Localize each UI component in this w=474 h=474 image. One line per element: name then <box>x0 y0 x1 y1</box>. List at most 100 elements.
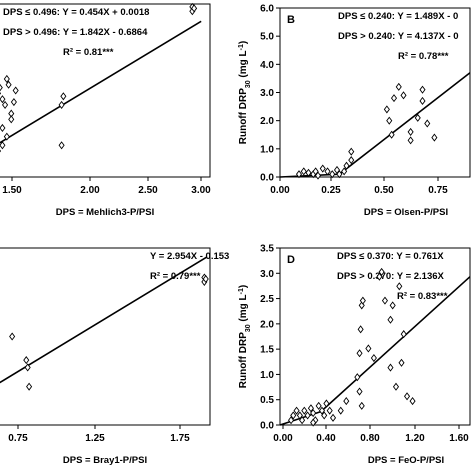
data-point <box>24 363 31 372</box>
x-tick-label: 0.25 <box>321 185 341 196</box>
r-squared-label: R² = 0.83*** <box>397 291 448 302</box>
x-axis-label: DPS = FeO-P/PSI <box>368 455 444 466</box>
data-point <box>8 115 15 124</box>
data-point <box>58 141 65 150</box>
data-point <box>392 382 400 391</box>
data-point <box>333 165 341 175</box>
data-point <box>407 136 414 145</box>
data-point <box>419 85 426 94</box>
data-point <box>386 116 393 125</box>
data-point <box>431 133 438 142</box>
data-point <box>301 406 308 415</box>
data-point <box>359 296 366 305</box>
data-point <box>191 4 198 13</box>
data-point <box>12 86 19 95</box>
x-axis-label: DPS = Bray1-P/PSI <box>63 455 147 466</box>
x-axis-label: DPS = Olsen-P/PSI <box>364 207 448 218</box>
data-point <box>307 404 314 413</box>
data-point <box>383 105 390 114</box>
data-point <box>10 97 17 107</box>
plot-frame <box>0 3 211 178</box>
data-point <box>414 113 421 122</box>
data-point <box>343 397 350 406</box>
y-tick-label: 2.0 <box>260 116 274 127</box>
data-point <box>0 95 6 104</box>
data-point <box>370 353 377 363</box>
x-tick-label: 0.40 <box>316 433 336 444</box>
data-point <box>388 130 395 139</box>
data-point <box>387 363 394 372</box>
y-tick-label: 0.0 <box>260 173 274 184</box>
data-point <box>324 167 331 176</box>
x-tick-label: 0.75 <box>8 433 28 444</box>
data-point <box>299 416 306 425</box>
regression-line <box>338 72 471 175</box>
data-point <box>314 171 322 180</box>
data-point <box>400 91 407 100</box>
data-point <box>0 123 6 133</box>
data-point <box>0 141 6 150</box>
data-point <box>3 74 10 84</box>
y-tick-label: 5.0 <box>260 32 274 43</box>
data-point <box>58 100 65 109</box>
data-point <box>329 170 336 179</box>
data-point <box>315 401 322 410</box>
data-point <box>419 96 426 105</box>
data-point <box>305 168 312 177</box>
data-point <box>288 416 295 425</box>
data-point <box>365 344 372 353</box>
regression-equation: DPS > 0.370: Y = 2.136X <box>337 271 445 282</box>
x-tick-label: 0.50 <box>374 185 394 196</box>
plot-frame <box>0 247 211 426</box>
data-point <box>295 170 303 179</box>
data-point <box>400 330 407 339</box>
data-point <box>296 411 303 420</box>
x-tick-label: 1.20 <box>405 433 425 444</box>
data-point <box>26 382 33 391</box>
data-point <box>310 408 317 418</box>
y-tick-label: 4.0 <box>260 60 274 71</box>
r-squared-label: R² = 0.81*** <box>63 47 114 58</box>
data-point <box>23 356 30 365</box>
data-point <box>407 127 414 136</box>
data-point <box>202 274 209 284</box>
y-tick-label: 3.0 <box>260 269 274 280</box>
data-point <box>321 411 328 420</box>
x-tick-label: 1.50 <box>2 185 22 196</box>
x-tick-label: 0.00 <box>270 185 290 196</box>
y-tick-label: 3.0 <box>260 88 274 99</box>
data-point <box>304 411 311 420</box>
data-point <box>341 167 348 176</box>
panel-a-mehlich3: 1.50 2.00 2.50 3.00 DPS = Mehlich3-P/PSI DPS … <box>0 2 211 218</box>
regression-equation: DPS > 0.496: Y = 1.842X - 0.6864 <box>3 27 148 38</box>
y-tick-label: 2.5 <box>260 294 274 305</box>
data-point <box>403 392 411 401</box>
x-tick-label: 1.75 <box>170 433 190 444</box>
y-axis-label: Runoff DRP30 (mg L-1) <box>238 285 252 388</box>
data-point <box>300 167 307 176</box>
data-point <box>424 119 431 128</box>
x-tick-label: 2.00 <box>80 185 100 196</box>
data-point <box>336 170 343 179</box>
regression-line <box>0 20 202 144</box>
data-point <box>398 358 405 367</box>
panel-b-olsen: 0.00 0.25 0.50 0.75 0.0 1.0 2.0 3.0 4.0 5.0 6.0 DPS… <box>238 4 471 218</box>
x-tick-label: 0.80 <box>360 433 380 444</box>
data-point <box>348 156 355 165</box>
data-point <box>310 418 317 427</box>
data-point <box>319 164 326 173</box>
data-point <box>343 161 350 170</box>
data-point <box>381 296 388 305</box>
y-axis-label: Runoff DRP30 (mg L-1) <box>238 41 252 144</box>
r-squared-label: R² = 0.78*** <box>398 51 449 62</box>
data-point <box>3 132 10 141</box>
data-point <box>290 411 297 420</box>
data-point <box>357 325 364 334</box>
data-point <box>2 100 9 109</box>
panel-d-feo: 0.00 0.40 0.80 1.20 1.60 0.0 0.5 1.0 1.5 2.0 2.5 3.… <box>238 244 471 466</box>
panel-label: B <box>287 14 295 26</box>
data-point <box>60 92 67 101</box>
regression-equation: Y = 2.954X - 0.153 <box>150 251 229 262</box>
data-point <box>348 147 355 156</box>
y-tick-label: 1.0 <box>260 370 274 381</box>
